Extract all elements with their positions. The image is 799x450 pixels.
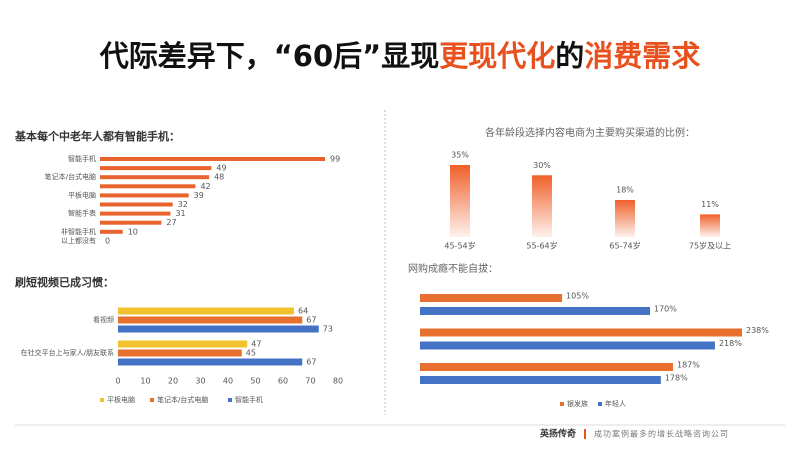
value-label: 67	[306, 316, 316, 325]
legend-label: 笔记本/台式电脑	[157, 395, 208, 404]
category-label: 看视频	[93, 315, 114, 324]
bar	[100, 211, 171, 216]
value-label: 67	[306, 358, 316, 367]
x-tick-label: 80	[333, 377, 343, 386]
legend-label: 年轻人	[605, 399, 626, 408]
value-label: 99	[330, 155, 340, 164]
footer-brand: 英扬传奇	[539, 428, 576, 440]
bar	[100, 220, 162, 225]
bar	[420, 328, 742, 337]
chart-title: 刷短视频已成习惯：	[15, 275, 114, 289]
category-label: 智能手机	[68, 154, 96, 163]
chart-title: 各年龄段选择内容电商为主要购买渠道的比例：	[485, 126, 695, 139]
bar	[100, 229, 123, 234]
bar	[100, 166, 212, 171]
bar	[118, 349, 242, 357]
value-label: 0	[105, 236, 110, 245]
category-label: 笔记本/台式电脑	[45, 172, 96, 181]
bar	[420, 376, 661, 384]
x-tick-label: 10	[140, 377, 150, 386]
bar	[118, 358, 303, 366]
title-part: 更现代化	[439, 39, 555, 73]
bar	[118, 325, 319, 333]
category-label: 75岁及以上	[689, 241, 731, 251]
bar	[100, 193, 189, 198]
value-label: 10	[128, 227, 138, 236]
bar	[420, 294, 563, 302]
legend-swatch	[560, 402, 564, 406]
category-label: 在社交平台上与家人/朋友联系	[21, 348, 114, 357]
bar	[450, 165, 470, 237]
value-label: 48	[214, 173, 224, 182]
value-label: 30%	[533, 161, 551, 170]
slide-title: 代际差异下，“60后”显现更现代化的消费需求	[99, 39, 701, 73]
legend-label: 银发族	[567, 399, 588, 408]
x-tick-label: 60	[278, 377, 288, 386]
bar	[100, 202, 173, 207]
value-label: 187%	[677, 361, 700, 370]
value-label: 32	[178, 200, 188, 209]
value-label: 73	[323, 325, 333, 334]
category-label: 65-74岁	[609, 241, 640, 251]
value-label: 64	[298, 307, 308, 316]
legend-swatch	[598, 402, 602, 406]
title-part: 代际差异下，“60后”显现	[99, 39, 439, 73]
footer-sep	[584, 429, 586, 439]
value-label: 178%	[665, 374, 688, 383]
value-label: 39	[194, 191, 204, 200]
footer-slogan: 成功案例最多的增长战略咨询公司	[594, 429, 729, 439]
bar	[700, 214, 720, 237]
x-tick-label: 50	[250, 377, 260, 386]
value-label: 18%	[616, 185, 634, 194]
value-label: 47	[251, 340, 261, 349]
title-part: 消费需求	[584, 39, 700, 73]
bar	[118, 316, 303, 324]
legend-label: 智能手机	[235, 395, 263, 404]
value-label: 170%	[654, 305, 677, 314]
legend-swatch	[228, 398, 232, 402]
x-tick-label: 0	[115, 377, 120, 386]
category-label: 55-64岁	[526, 241, 557, 251]
bar	[100, 184, 196, 189]
x-tick-label: 70	[305, 377, 315, 386]
bar	[420, 363, 673, 371]
value-label: 238%	[746, 326, 769, 335]
value-label: 218%	[719, 339, 742, 348]
x-tick-label: 30	[195, 377, 205, 386]
value-label: 105%	[566, 292, 589, 301]
bar	[118, 340, 248, 348]
value-label: 42	[200, 182, 210, 191]
bar	[100, 157, 325, 161]
chart-title: 网购成瘾不能自拔：	[408, 262, 498, 275]
bar	[100, 175, 210, 180]
bar	[532, 175, 552, 237]
value-label: 27	[166, 218, 176, 227]
x-tick-label: 40	[223, 377, 233, 386]
category-label: 以上都没有	[61, 236, 96, 245]
bar	[615, 199, 635, 237]
value-label: 31	[175, 209, 185, 218]
title-part: 的	[555, 39, 584, 73]
bar	[420, 341, 715, 350]
chart-title: 基本每个中老年人都有智能手机：	[14, 129, 180, 143]
value-label: 45	[246, 349, 256, 358]
category-label: 45-54岁	[444, 241, 475, 251]
category-label: 智能手表	[68, 209, 96, 218]
category-label: 平板电脑	[68, 190, 96, 199]
value-label: 35%	[451, 151, 469, 160]
value-label: 11%	[701, 200, 719, 209]
bar	[420, 307, 650, 315]
value-label: 49	[216, 164, 226, 173]
bar	[118, 307, 294, 315]
legend-swatch	[100, 398, 104, 402]
legend-label: 平板电脑	[107, 395, 135, 404]
category-label: 非智能手机	[61, 227, 96, 236]
x-tick-label: 20	[168, 377, 178, 386]
legend-swatch	[150, 398, 154, 402]
